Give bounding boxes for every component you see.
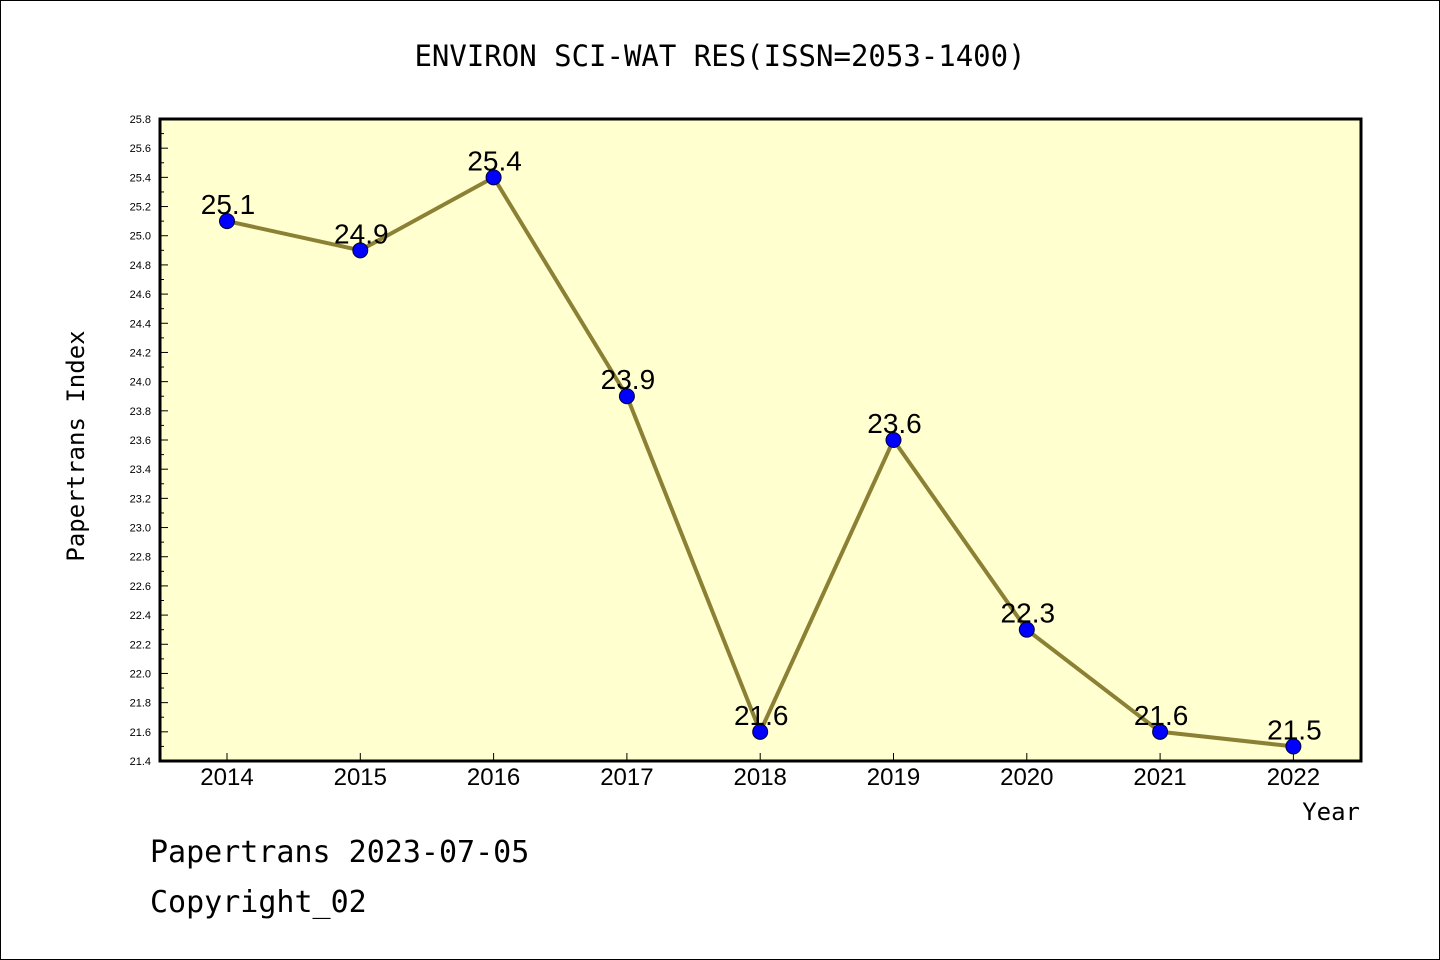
data-point [1152, 723, 1169, 740]
y-tick-label: 23.8 [130, 406, 151, 418]
chart-title: ENVIRON SCI-WAT RES(ISSN=2053-1400) [414, 39, 1025, 73]
y-tick-label: 25.0 [130, 231, 151, 243]
data-label: 22.3 [1001, 598, 1056, 629]
data-label: 21.6 [1134, 700, 1189, 731]
y-tick-label: 25.6 [130, 143, 151, 155]
plot-area [158, 117, 1363, 763]
footer-copyright: Copyright_02 [150, 885, 367, 920]
footer-date: Papertrans 2023-07-05 [150, 835, 530, 870]
y-tick-label: 21.4 [130, 756, 151, 768]
data-label: 23.6 [867, 408, 922, 439]
data-label: 25.4 [467, 145, 522, 176]
y-tick-label: 22.2 [130, 639, 151, 651]
y-tick-label: 22.8 [130, 552, 151, 564]
y-tick-label: 24.4 [130, 318, 151, 330]
y-tick-label: 24.6 [130, 289, 151, 301]
y-tick-label: 23.6 [130, 435, 151, 447]
x-tick-label: 2017 [600, 764, 653, 791]
y-tick-label: 21.8 [130, 698, 151, 710]
data-label: 23.9 [601, 364, 656, 395]
x-axis-label: Year [1302, 798, 1360, 826]
x-tick-label: 2016 [467, 764, 520, 791]
data-point [885, 432, 902, 448]
x-tick-label: 2018 [734, 764, 787, 791]
x-tick-label: 2015 [334, 764, 387, 791]
y-axis: 21.4 21.6 21.8 22.0 22.2 22.4 22.6 22.8 23.0 23.2… [130, 114, 168, 768]
y-axis-label: Papertrans Index [62, 330, 90, 561]
y-tick-label: 24.0 [130, 377, 151, 389]
y-tick-label: 22.6 [130, 581, 151, 593]
y-tick-label: 23.0 [130, 523, 151, 535]
y-tick-label: 25.2 [130, 202, 151, 214]
data-point [219, 213, 235, 230]
y-tick-label: 24.8 [130, 260, 151, 272]
y-tick-label: 22.4 [130, 610, 151, 622]
series-group [219, 169, 1302, 755]
y-tick-label: 25.8 [130, 114, 151, 126]
y-tick-label: 23.2 [130, 493, 151, 505]
data-label: 24.9 [334, 218, 389, 249]
x-tick-label: 2020 [1000, 764, 1053, 791]
data-label: 25.1 [201, 189, 256, 220]
x-tick-label: 2019 [867, 764, 920, 791]
data-point [752, 723, 769, 740]
y-tick-label: 24.2 [130, 347, 151, 359]
data-point [618, 388, 635, 405]
y-tick-label: 23.4 [130, 464, 151, 476]
x-tick-label: 2022 [1267, 764, 1320, 791]
x-axis: 2014 2015 2016 2017 2018 2019 2020 2021 2022 [200, 753, 1320, 791]
data-point [1285, 738, 1302, 755]
data-label: 21.5 [1267, 714, 1322, 745]
y-tick-label: 22.0 [130, 668, 151, 680]
data-point [352, 242, 369, 259]
y-tick-label: 21.6 [130, 727, 151, 739]
x-tick-label: 2021 [1133, 764, 1186, 791]
y-tick-label: 25.4 [130, 172, 151, 184]
x-tick-label: 2014 [200, 764, 253, 791]
data-label: 21.6 [734, 700, 789, 731]
data-point [485, 169, 502, 186]
data-labels: 25.1 24.9 25.4 23.9 21.6 23.6 22.3 21.6 21.5 [201, 145, 1322, 745]
data-point [1018, 621, 1035, 638]
